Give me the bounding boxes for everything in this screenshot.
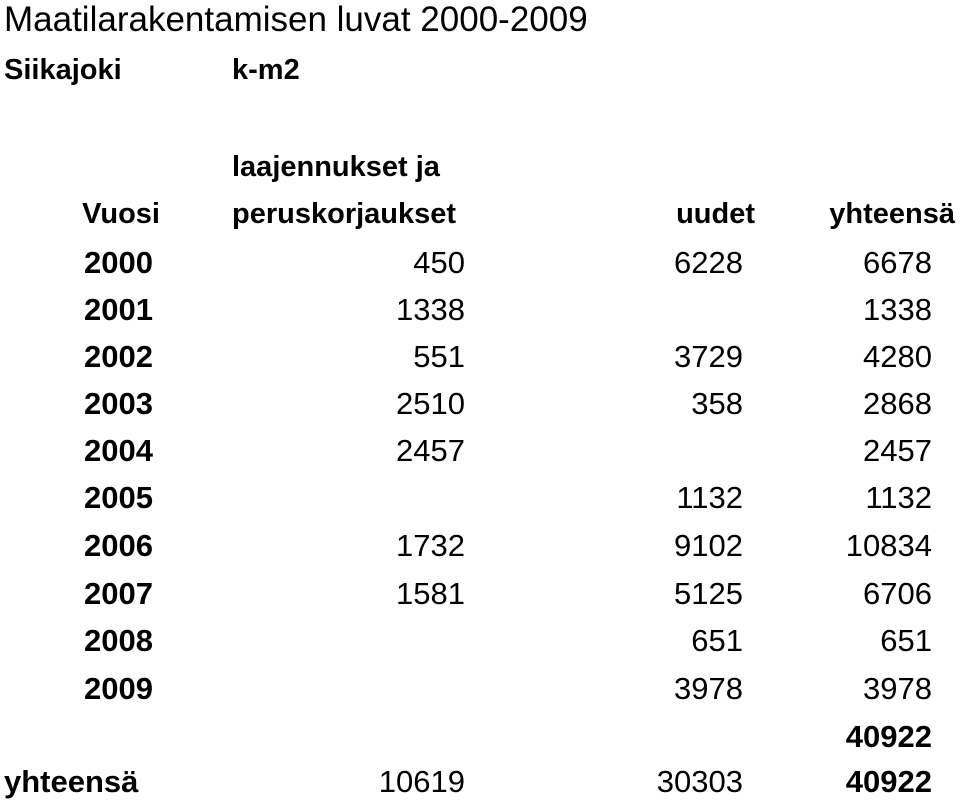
cell-year: 2004 bbox=[84, 433, 153, 468]
cell-extensions: 1732 bbox=[396, 528, 465, 563]
cell-new: 3729 bbox=[674, 339, 743, 374]
table-row: 2007 1581 5125 6706 bbox=[0, 570, 960, 617]
table-row: 2008 651 651 bbox=[0, 617, 960, 664]
page-title: Maatilarakentamisen luvat 2000-2009 bbox=[4, 0, 588, 39]
table-row: 2001 1338 1338 bbox=[0, 286, 960, 333]
cell-total: 6706 bbox=[863, 576, 932, 611]
unit-label: k-m2 bbox=[232, 54, 300, 86]
cell-year: 2005 bbox=[84, 480, 153, 515]
cell-year: 2006 bbox=[84, 528, 153, 563]
cell-total: 1338 bbox=[863, 292, 932, 327]
cell-total: 4280 bbox=[863, 339, 932, 374]
cell-total: 2868 bbox=[863, 386, 932, 421]
cell-extensions: 2510 bbox=[396, 386, 465, 421]
cell-extensions: 450 bbox=[413, 245, 465, 280]
cell-total: 3978 bbox=[863, 671, 932, 706]
cell-sum-check: 40922 bbox=[845, 719, 932, 754]
cell-total: 6678 bbox=[863, 245, 932, 280]
header-extensions-line1: laajennukset ja bbox=[232, 151, 440, 183]
cell-extensions: 2457 bbox=[396, 433, 465, 468]
cell-year: 2008 bbox=[84, 623, 153, 658]
cell-year: 2002 bbox=[84, 339, 153, 374]
table-row: 2002 551 3729 4280 bbox=[0, 333, 960, 380]
cell-total: 10834 bbox=[845, 528, 932, 563]
header-new: uudet bbox=[676, 198, 755, 230]
cell-extensions: 1338 bbox=[396, 292, 465, 327]
table-row: 2003 2510 358 2868 bbox=[0, 380, 960, 427]
municipality-label: Siikajoki bbox=[4, 54, 122, 86]
totals-label: yhteensä bbox=[4, 764, 139, 799]
header-year: Vuosi bbox=[82, 198, 160, 230]
table-row: 2006 1732 9102 10834 bbox=[0, 522, 960, 569]
cell-grand-total: 40922 bbox=[845, 764, 932, 799]
cell-new: 5125 bbox=[674, 576, 743, 611]
cell-new: 1132 bbox=[676, 480, 743, 515]
cell-new: 651 bbox=[691, 623, 743, 658]
cell-year: 2007 bbox=[84, 576, 153, 611]
cell-year: 2003 bbox=[84, 386, 153, 421]
cell-new: 6228 bbox=[674, 245, 743, 280]
cell-new: 358 bbox=[691, 386, 743, 421]
cell-total-extensions: 10619 bbox=[378, 764, 465, 799]
table-row: 2004 2457 2457 bbox=[0, 427, 960, 474]
cell-total-new: 30303 bbox=[656, 764, 743, 799]
cell-total: 2457 bbox=[863, 433, 932, 468]
cell-new: 3978 bbox=[674, 671, 743, 706]
cell-new: 9102 bbox=[674, 528, 743, 563]
totals-row: yhteensä 10619 30303 40922 bbox=[0, 758, 960, 805]
table-row: 2000 450 6228 6678 bbox=[0, 239, 960, 286]
cell-total: 651 bbox=[880, 623, 932, 658]
sum-check-row: 40922 bbox=[0, 713, 960, 760]
cell-extensions: 1581 bbox=[396, 576, 465, 611]
cell-total: 1132 bbox=[865, 480, 932, 515]
header-total: yhteensä bbox=[829, 198, 955, 230]
table-row: 2009 3978 3978 bbox=[0, 665, 960, 712]
cell-year: 2009 bbox=[84, 671, 153, 706]
header-extensions-line2: peruskorjaukset bbox=[232, 198, 457, 230]
cell-extensions: 551 bbox=[413, 339, 465, 374]
cell-year: 2001 bbox=[84, 292, 153, 327]
table-row: 2005 1132 1132 bbox=[0, 474, 960, 521]
cell-year: 2000 bbox=[84, 245, 153, 280]
